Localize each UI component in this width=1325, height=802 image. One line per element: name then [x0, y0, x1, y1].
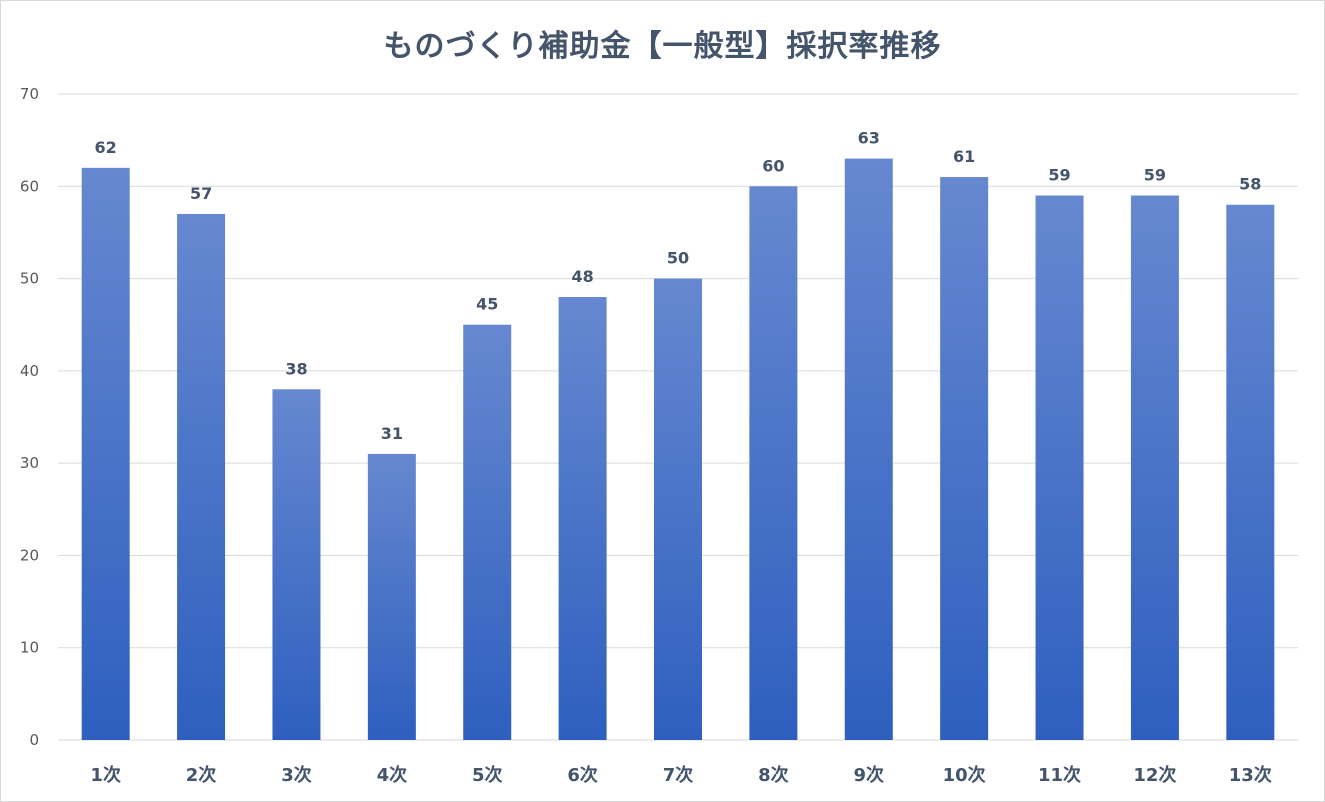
- bars: [81, 158, 1275, 741]
- category-label: 13次: [1229, 764, 1272, 786]
- category-label: 2次: [186, 764, 217, 786]
- category-label: 12次: [1133, 764, 1176, 786]
- bar: [844, 158, 893, 741]
- x-axis-categories: 1次 2次 3次 4次 5次 6次 7次 8次 9次 10次 11次 12次 13次: [90, 764, 1271, 786]
- y-tick-label: 50: [20, 270, 39, 288]
- data-label: 45: [476, 295, 498, 314]
- data-labels: 62 57 38 31 45 48 50 60 63 61 59 59 58: [95, 129, 1262, 443]
- data-label: 31: [381, 424, 403, 443]
- bar: [177, 213, 226, 740]
- category-label: 3次: [281, 764, 312, 786]
- bar: [272, 389, 321, 740]
- bar: [749, 186, 798, 741]
- bar: [1130, 195, 1179, 740]
- y-tick-label: 70: [20, 85, 39, 103]
- category-label: 10次: [943, 764, 986, 786]
- y-tick-label: 20: [20, 546, 39, 564]
- bar: [558, 297, 607, 740]
- bar: [1226, 204, 1275, 740]
- data-label: 60: [762, 156, 784, 175]
- y-tick-label: 60: [20, 177, 39, 195]
- bar: [1035, 195, 1084, 740]
- category-label: 9次: [854, 764, 885, 786]
- data-label: 61: [953, 147, 975, 166]
- data-label: 59: [1144, 166, 1166, 185]
- category-label: 4次: [377, 764, 408, 786]
- data-label: 63: [858, 129, 880, 148]
- bar: [940, 177, 989, 741]
- data-label: 50: [667, 249, 689, 268]
- category-label: 6次: [567, 764, 598, 786]
- bar: [367, 453, 416, 740]
- data-label: 62: [95, 138, 117, 157]
- y-axis-ticks: 0 10 20 30 40 50 60 70: [20, 85, 39, 749]
- bar: [463, 324, 512, 740]
- chart-title: ものづくり補助金【一般型】採択率推移: [383, 29, 942, 64]
- bar: [81, 167, 130, 741]
- category-label: 1次: [90, 764, 121, 786]
- data-label: 59: [1048, 166, 1070, 185]
- y-tick-label: 10: [20, 639, 39, 657]
- category-label: 8次: [758, 764, 789, 786]
- y-tick-label: 0: [29, 731, 39, 749]
- category-label: 7次: [663, 764, 694, 786]
- category-label: 5次: [472, 764, 503, 786]
- y-tick-label: 30: [20, 454, 39, 472]
- data-label: 58: [1239, 175, 1261, 194]
- category-label: 11次: [1038, 764, 1081, 786]
- y-tick-label: 40: [20, 362, 39, 380]
- bar: [654, 278, 702, 740]
- data-label: 38: [285, 359, 307, 378]
- data-label: 48: [571, 267, 593, 286]
- data-label: 57: [190, 184, 212, 203]
